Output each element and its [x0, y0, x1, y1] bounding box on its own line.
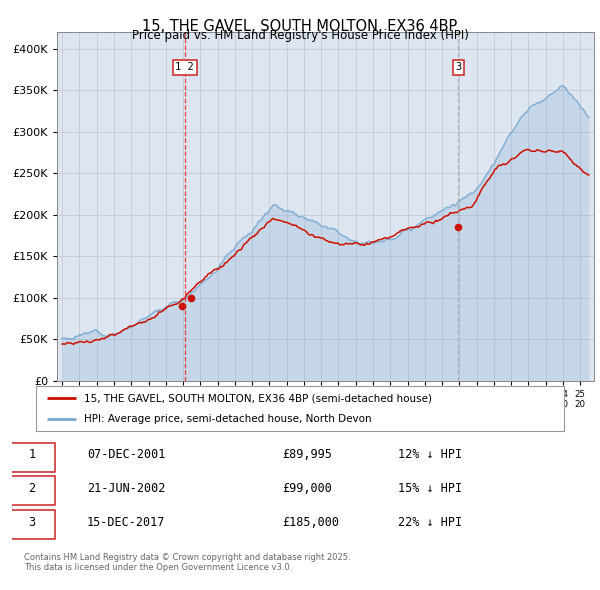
Text: 15-DEC-2017: 15-DEC-2017 — [87, 516, 165, 529]
Text: Contains HM Land Registry data © Crown copyright and database right 2025.: Contains HM Land Registry data © Crown c… — [24, 553, 350, 562]
Text: 2: 2 — [29, 482, 36, 495]
Text: 15% ↓ HPI: 15% ↓ HPI — [398, 482, 462, 495]
Text: 21-JUN-2002: 21-JUN-2002 — [87, 482, 165, 495]
Text: This data is licensed under the Open Government Licence v3.0.: This data is licensed under the Open Gov… — [24, 563, 292, 572]
Text: 15, THE GAVEL, SOUTH MOLTON, EX36 4BP (semi-detached house): 15, THE GAVEL, SOUTH MOLTON, EX36 4BP (s… — [83, 394, 431, 404]
Text: 07-DEC-2001: 07-DEC-2001 — [87, 448, 165, 461]
Text: 1 2: 1 2 — [175, 63, 194, 72]
Text: HPI: Average price, semi-detached house, North Devon: HPI: Average price, semi-detached house,… — [83, 414, 371, 424]
Text: Price paid vs. HM Land Registry's House Price Index (HPI): Price paid vs. HM Land Registry's House … — [131, 30, 469, 42]
Text: 3: 3 — [29, 516, 36, 529]
Text: £99,000: £99,000 — [283, 482, 332, 495]
Text: 1: 1 — [29, 448, 36, 461]
FancyBboxPatch shape — [9, 442, 55, 472]
Text: 3: 3 — [455, 63, 461, 72]
FancyBboxPatch shape — [9, 476, 55, 506]
FancyBboxPatch shape — [9, 510, 55, 539]
Text: 22% ↓ HPI: 22% ↓ HPI — [398, 516, 462, 529]
Text: 12% ↓ HPI: 12% ↓ HPI — [398, 448, 462, 461]
Text: £89,995: £89,995 — [283, 448, 332, 461]
Text: £185,000: £185,000 — [283, 516, 340, 529]
Text: 15, THE GAVEL, SOUTH MOLTON, EX36 4BP: 15, THE GAVEL, SOUTH MOLTON, EX36 4BP — [142, 19, 458, 34]
